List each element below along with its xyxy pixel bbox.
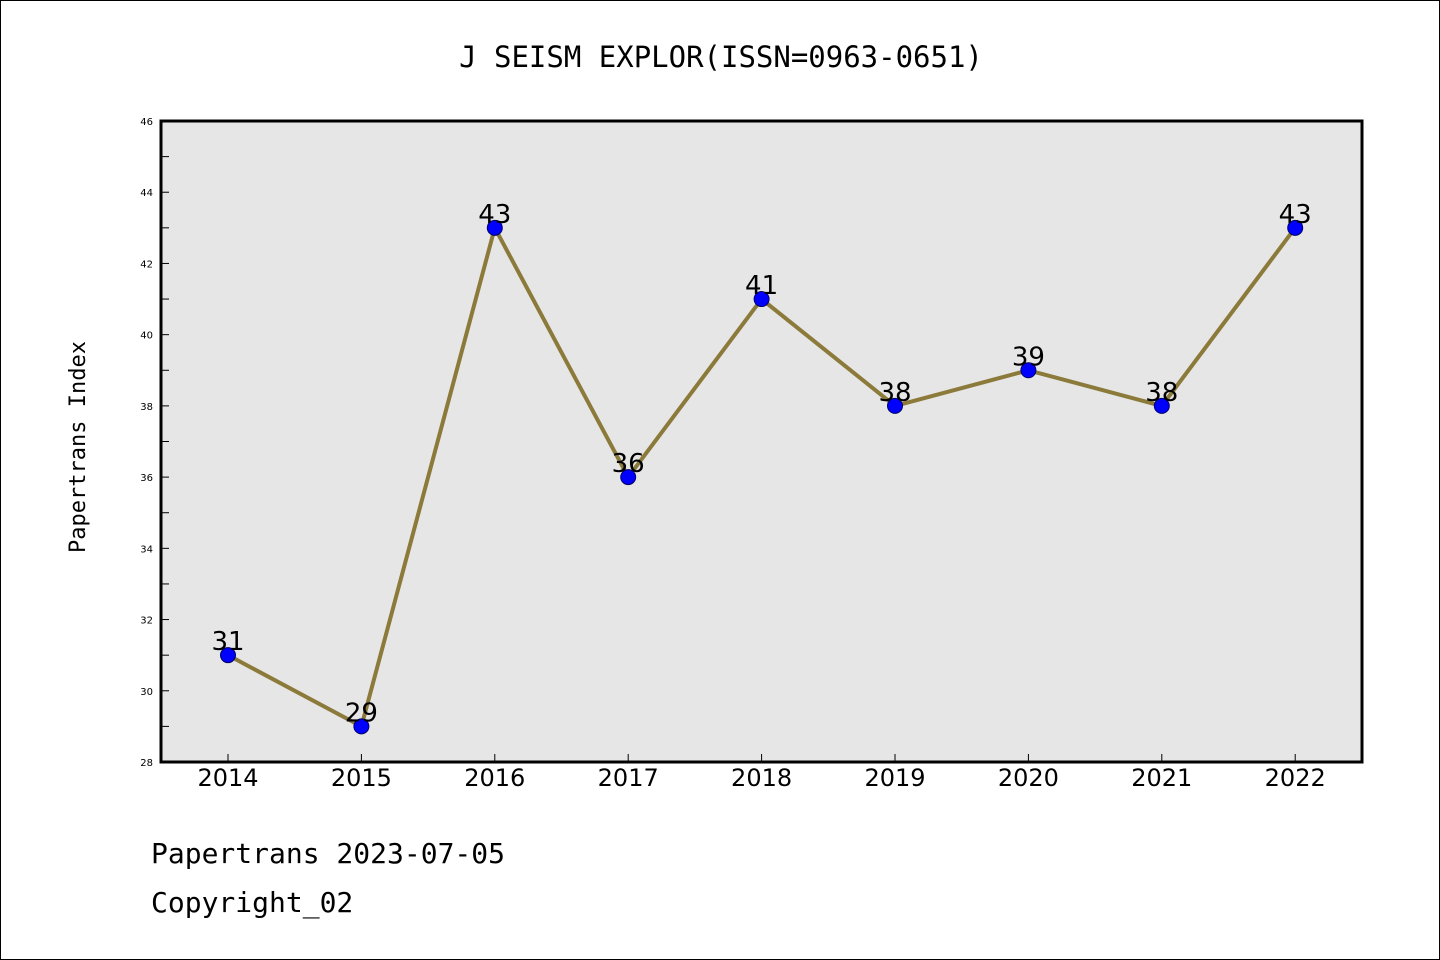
data-point — [1020, 362, 1037, 379]
y-tick-label: 44 — [140, 188, 153, 199]
data-point — [753, 291, 770, 308]
data-label: 38 — [1145, 378, 1178, 408]
y-tick-label: 36 — [140, 473, 153, 484]
chart-title: J SEISM EXPLOR(ISSN=0963-0651) — [459, 40, 983, 74]
series-group: 31 29 43 36 41 38 39 38 43 — [211, 200, 1312, 735]
y-tick-label: 34 — [140, 544, 153, 555]
data-label: 31 — [211, 627, 244, 657]
y-tick-label: 42 — [140, 259, 153, 270]
data-label: 39 — [1012, 342, 1045, 372]
y-tick-label: 28 — [140, 758, 153, 769]
y-tick-label: 32 — [140, 616, 153, 627]
x-tick-label: 2021 — [1131, 764, 1192, 792]
y-tick-label: 30 — [140, 687, 153, 698]
y-axis-label: Papertrans Index — [66, 341, 91, 553]
y-tick-label: 40 — [140, 331, 153, 342]
y-tick-label: 38 — [140, 402, 153, 413]
data-label: 43 — [1279, 200, 1312, 230]
x-axis-ticks: 2014 2015 2016 2017 2018 2019 2020 2021 2022 — [197, 754, 1326, 792]
plot-frame — [159, 119, 1364, 764]
footer-date-line: Papertrans 2023-07-05 — [151, 837, 506, 870]
y-tick-label: 46 — [140, 117, 153, 128]
data-point — [220, 647, 236, 664]
data-label: 29 — [345, 698, 378, 728]
x-tick-label: 2019 — [864, 764, 925, 792]
y-axis-ticks: 28 30 32 34 36 38 40 42 44 46 — [140, 117, 169, 769]
data-point — [486, 219, 503, 236]
x-tick-label: 2018 — [731, 764, 792, 792]
footer-copyright-line: Copyright_02 — [151, 886, 354, 919]
x-tick-label: 2016 — [464, 764, 525, 792]
data-label: 36 — [612, 449, 645, 479]
plot-area — [161, 121, 1362, 762]
data-point — [887, 397, 903, 414]
x-tick-label: 2020 — [998, 764, 1059, 792]
x-tick-label: 2017 — [598, 764, 659, 792]
x-tick-label: 2014 — [197, 764, 258, 792]
data-point — [353, 718, 370, 735]
x-tick-label: 2015 — [331, 764, 392, 792]
data-label: 41 — [745, 271, 778, 301]
x-tick-label: 2022 — [1265, 764, 1326, 792]
data-point — [1287, 219, 1304, 236]
data-label: 43 — [478, 200, 511, 230]
data-label: 38 — [878, 378, 911, 408]
data-point — [1153, 397, 1170, 414]
data-point — [620, 469, 637, 486]
